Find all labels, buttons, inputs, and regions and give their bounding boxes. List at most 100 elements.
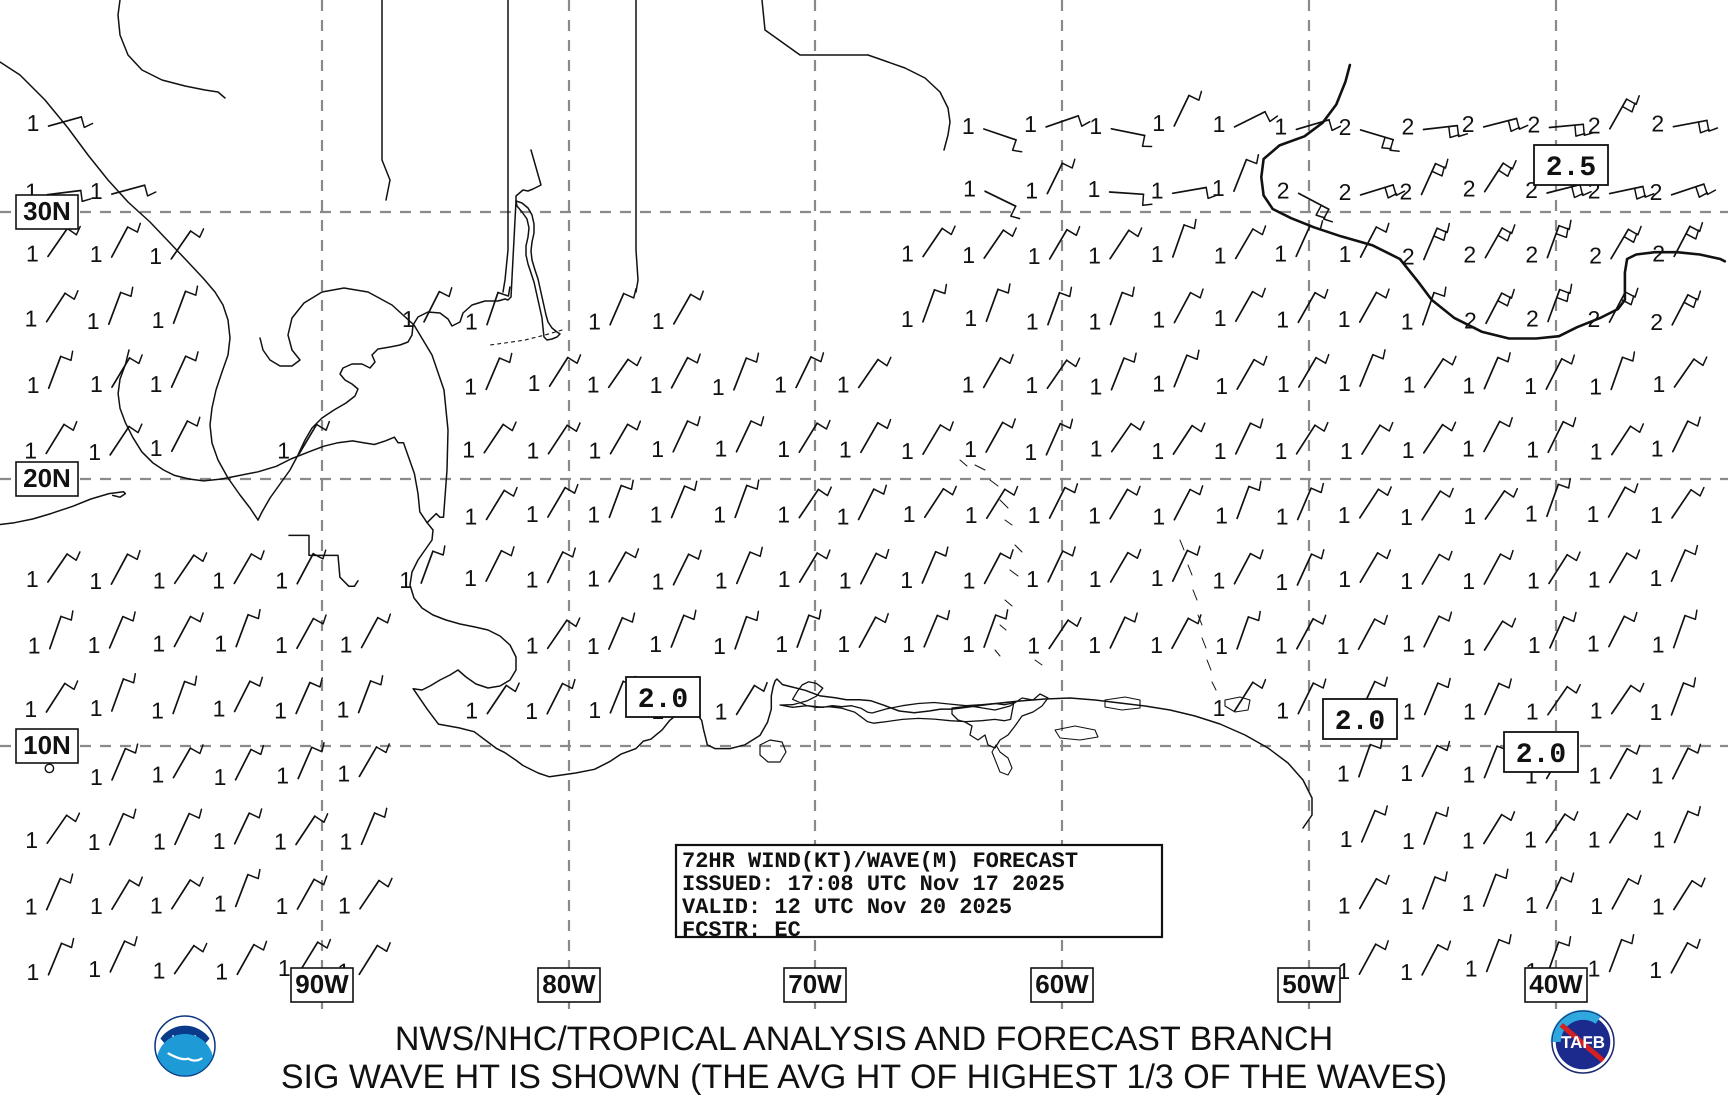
svg-text:1: 1: [1276, 698, 1289, 724]
svg-text:1: 1: [1152, 371, 1165, 397]
svg-text:SIG WAVE HT IS SHOWN (THE AVG: SIG WAVE HT IS SHOWN (THE AVG HT OF HIGH…: [281, 1058, 1447, 1096]
svg-text:1: 1: [464, 565, 477, 591]
svg-text:1: 1: [1650, 699, 1663, 725]
svg-text:1: 1: [1214, 438, 1227, 464]
svg-text:1: 1: [965, 502, 978, 528]
svg-text:1: 1: [1340, 826, 1353, 852]
svg-text:1: 1: [1026, 309, 1039, 335]
svg-text:1: 1: [962, 113, 975, 139]
svg-text:1: 1: [715, 567, 728, 593]
svg-text:1: 1: [152, 762, 165, 788]
svg-text:1: 1: [839, 568, 852, 594]
svg-text:1: 1: [1650, 565, 1663, 591]
svg-text:1: 1: [1651, 436, 1664, 462]
svg-text:1: 1: [1338, 566, 1351, 592]
svg-text:1: 1: [652, 308, 665, 334]
svg-text:1: 1: [778, 566, 791, 592]
svg-text:1: 1: [465, 698, 478, 724]
svg-text:1: 1: [651, 436, 664, 462]
svg-text:1: 1: [1337, 633, 1350, 659]
svg-text:1: 1: [1400, 504, 1413, 530]
svg-text:1: 1: [527, 438, 540, 464]
svg-text:1: 1: [528, 370, 541, 396]
svg-text:1: 1: [526, 566, 539, 592]
svg-text:1: 1: [1462, 568, 1475, 594]
svg-text:2: 2: [1651, 111, 1664, 137]
svg-text:1: 1: [1463, 698, 1476, 724]
svg-text:1: 1: [1088, 503, 1101, 529]
svg-text:1: 1: [150, 371, 163, 397]
svg-text:1: 1: [27, 110, 40, 136]
svg-text:72HR WIND(KT)/WAVE(M) FORECAST: 72HR WIND(KT)/WAVE(M) FORECAST: [682, 849, 1078, 874]
svg-text:1: 1: [1214, 305, 1227, 331]
svg-text:1: 1: [1401, 893, 1414, 919]
svg-text:1: 1: [1590, 893, 1603, 919]
svg-text:1: 1: [1649, 957, 1662, 983]
svg-text:1: 1: [715, 436, 728, 462]
svg-text:1: 1: [652, 569, 665, 595]
svg-text:1: 1: [587, 633, 600, 659]
svg-text:2: 2: [1650, 309, 1663, 335]
svg-text:1: 1: [214, 890, 227, 916]
svg-text:1: 1: [1338, 306, 1351, 332]
svg-text:1: 1: [1402, 631, 1415, 657]
svg-text:1: 1: [1151, 565, 1164, 591]
svg-text:1: 1: [213, 696, 226, 722]
svg-text:1: 1: [1652, 894, 1665, 920]
svg-text:30N: 30N: [23, 196, 71, 226]
svg-text:1: 1: [963, 567, 976, 593]
svg-text:1: 1: [712, 374, 725, 400]
svg-text:1: 1: [1151, 438, 1164, 464]
svg-text:1: 1: [588, 309, 601, 335]
svg-text:1: 1: [1587, 631, 1600, 657]
svg-text:1: 1: [337, 697, 350, 723]
svg-text:2.0: 2.0: [1516, 740, 1566, 771]
svg-text:1: 1: [1653, 371, 1666, 397]
svg-text:1: 1: [1339, 241, 1352, 267]
svg-text:90W: 90W: [295, 969, 349, 999]
svg-text:1: 1: [151, 698, 164, 724]
svg-text:1: 1: [340, 828, 353, 854]
svg-text:60W: 60W: [1035, 969, 1089, 999]
svg-text:1: 1: [1653, 827, 1666, 853]
svg-text:1: 1: [837, 504, 850, 530]
svg-text:1: 1: [25, 827, 38, 853]
svg-text:1: 1: [587, 566, 600, 592]
svg-text:1: 1: [1526, 436, 1539, 462]
svg-text:2.0: 2.0: [638, 685, 688, 716]
svg-text:1: 1: [1089, 113, 1102, 139]
svg-text:1: 1: [25, 306, 38, 332]
svg-text:1: 1: [214, 631, 227, 657]
svg-text:1: 1: [1462, 890, 1475, 916]
svg-text:1: 1: [1587, 501, 1600, 527]
svg-text:1: 1: [90, 695, 103, 721]
svg-text:2: 2: [1589, 243, 1602, 269]
svg-text:2: 2: [1526, 306, 1539, 332]
svg-text:1: 1: [275, 568, 288, 594]
svg-text:1: 1: [1402, 437, 1415, 463]
svg-text:1: 1: [1089, 566, 1102, 592]
svg-text:1: 1: [588, 697, 601, 723]
svg-text:2: 2: [1339, 114, 1352, 140]
svg-text:1: 1: [212, 567, 225, 593]
svg-text:1: 1: [27, 372, 40, 398]
svg-text:1: 1: [837, 372, 850, 398]
svg-text:ISSUED: 17:08 UTC Nov 17 2025: ISSUED: 17:08 UTC Nov 17 2025: [682, 872, 1065, 897]
svg-text:1: 1: [650, 372, 663, 398]
svg-text:1: 1: [1338, 370, 1351, 396]
svg-text:1: 1: [1651, 763, 1664, 789]
svg-text:1: 1: [90, 893, 103, 919]
svg-text:1: 1: [1275, 569, 1288, 595]
svg-text:1: 1: [1524, 827, 1537, 853]
svg-text:1: 1: [1090, 436, 1103, 462]
svg-text:1: 1: [24, 696, 37, 722]
svg-text:1: 1: [465, 309, 478, 335]
svg-text:1: 1: [89, 568, 102, 594]
svg-text:1: 1: [1088, 632, 1101, 658]
svg-text:1: 1: [1337, 761, 1350, 787]
svg-text:2: 2: [1339, 179, 1352, 205]
svg-text:80W: 80W: [542, 969, 596, 999]
svg-text:1: 1: [340, 632, 353, 658]
svg-text:1: 1: [338, 893, 351, 919]
svg-text:1: 1: [1400, 760, 1413, 786]
